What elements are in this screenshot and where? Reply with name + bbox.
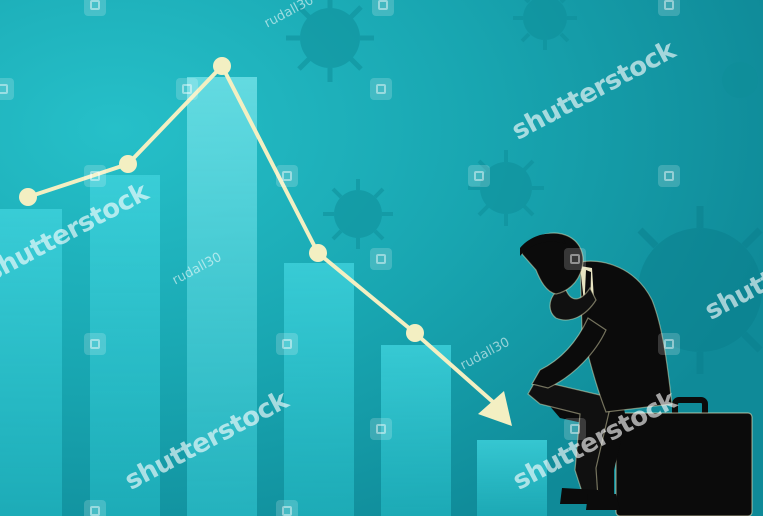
bar bbox=[477, 440, 547, 516]
bar bbox=[187, 77, 257, 516]
bar bbox=[381, 345, 451, 516]
briefcase bbox=[615, 397, 753, 516]
virus-icons bbox=[286, 0, 763, 374]
businessman-figure bbox=[520, 232, 673, 510]
trend-point bbox=[19, 188, 37, 206]
trend-point bbox=[119, 155, 137, 173]
virus-icon bbox=[468, 150, 544, 226]
trend-point bbox=[309, 244, 327, 262]
trend-point bbox=[213, 57, 231, 75]
bar bbox=[284, 263, 354, 516]
bar bbox=[0, 209, 62, 516]
trend-line bbox=[19, 57, 512, 426]
virus-icon bbox=[722, 62, 758, 98]
bar bbox=[90, 175, 160, 516]
virus-icon bbox=[513, 0, 577, 50]
virus-icon bbox=[286, 0, 374, 82]
virus-icon bbox=[323, 179, 393, 249]
down-arrow-icon bbox=[478, 391, 512, 426]
bar-chart bbox=[0, 77, 547, 516]
trend-point bbox=[406, 324, 424, 342]
